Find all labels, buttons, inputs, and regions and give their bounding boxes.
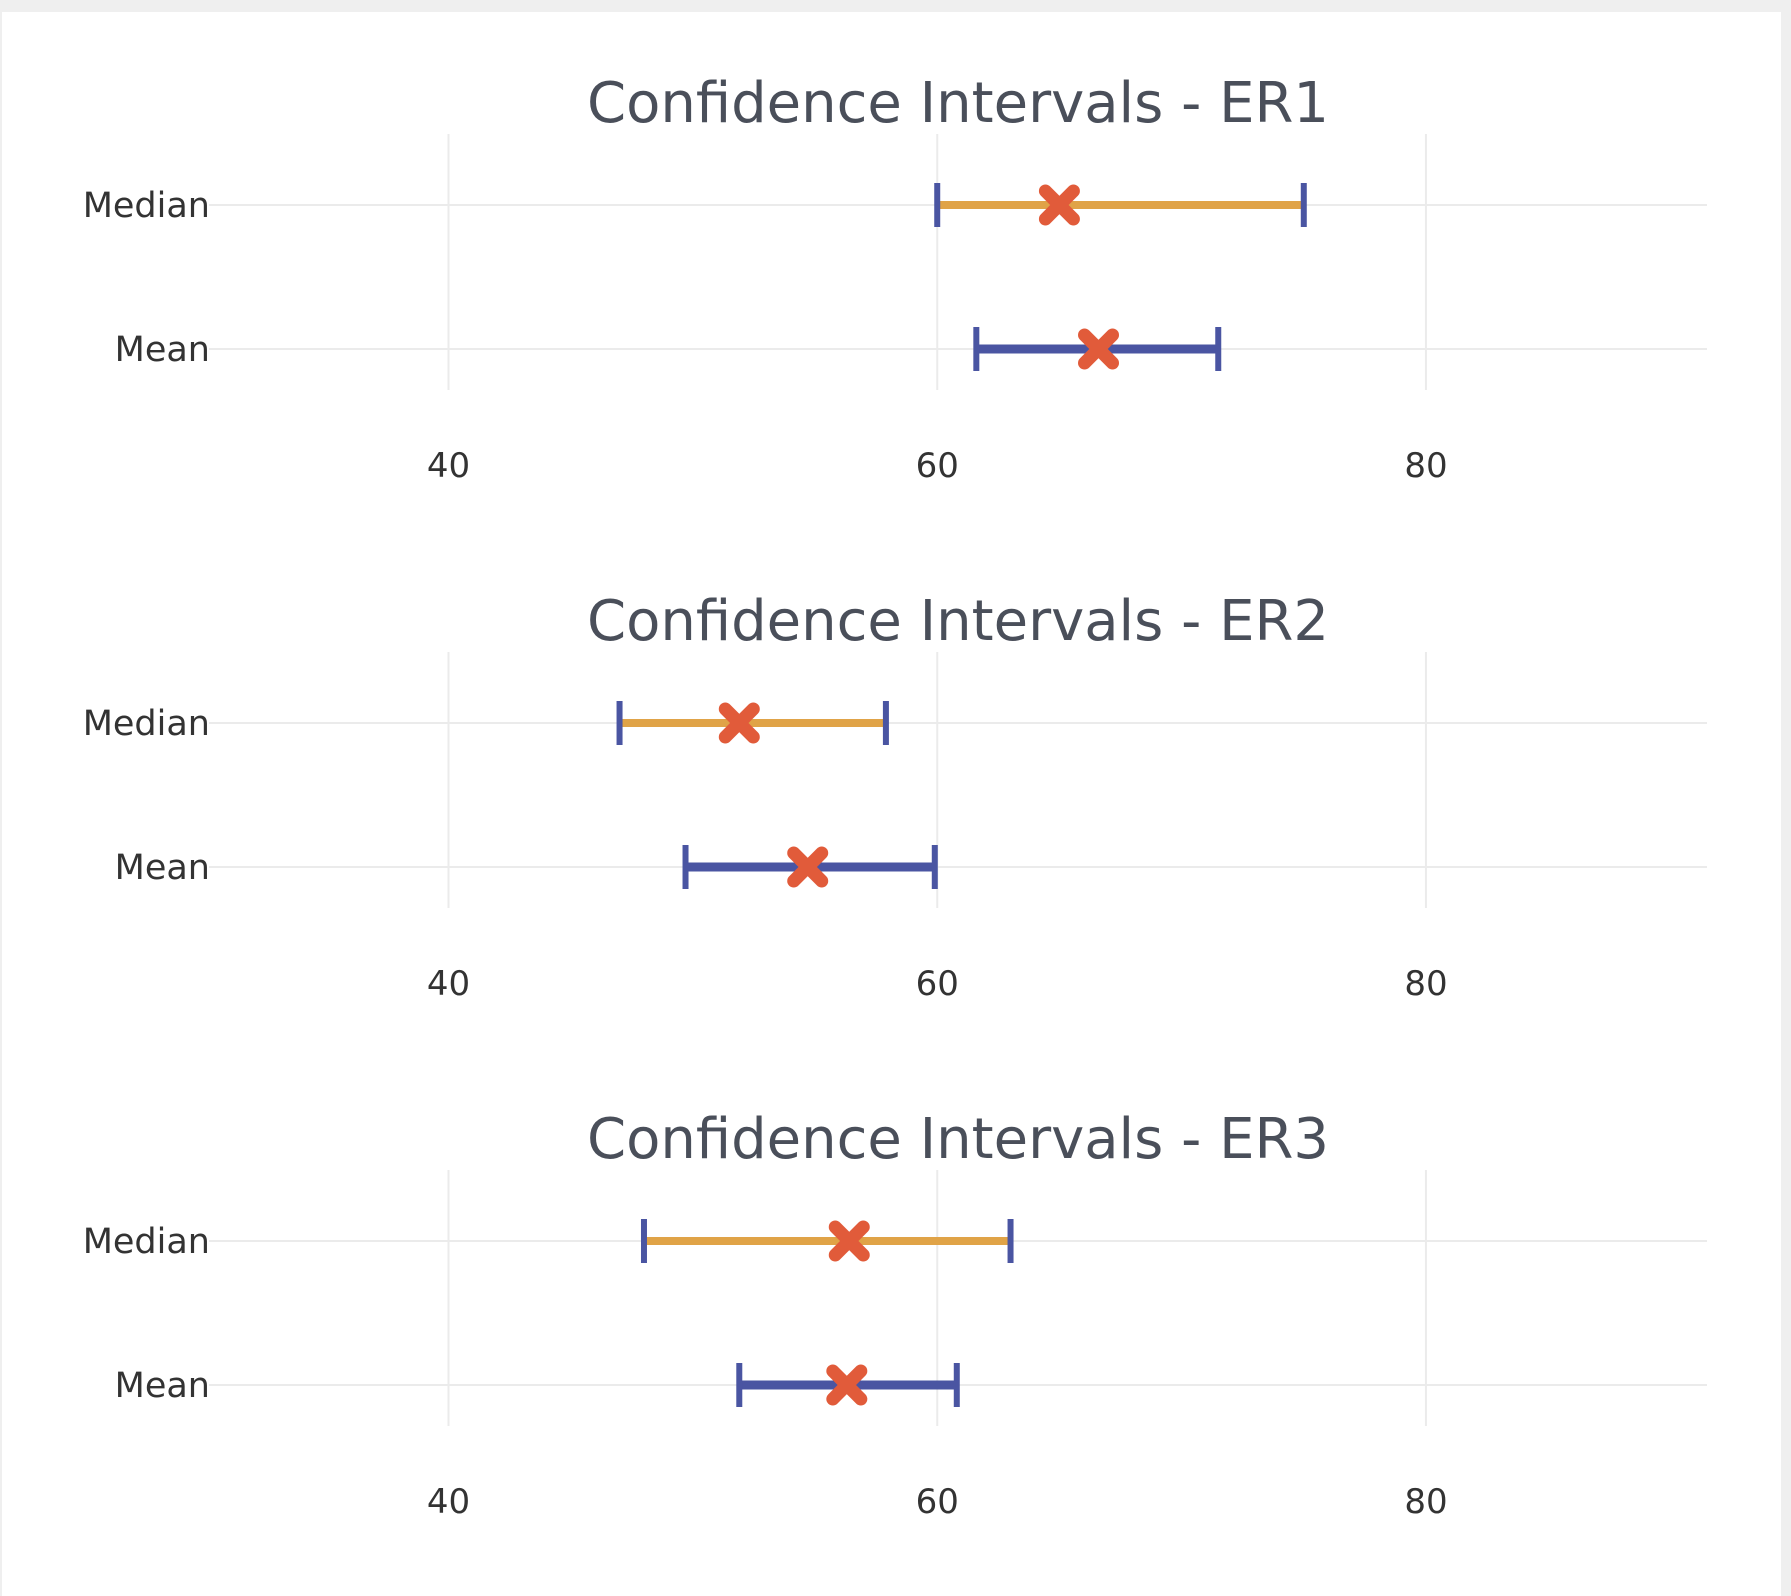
x-tick-label: 80 [1404,446,1447,486]
confidence-interval-charts: Confidence Intervals - ER1 40 60 80 Median Me… [83,71,1707,1522]
chart-title: Confidence Intervals - ER1 [587,71,1329,136]
category-label: Mean [115,848,210,888]
x-tick-label: 40 [427,446,470,486]
category-label: Mean [115,1366,210,1406]
estimate-marker [718,702,760,744]
x-tick-label: 60 [916,964,959,1004]
x-tick-label: 60 [916,1482,959,1522]
estimate-marker [1078,328,1120,370]
x-tick-label: 40 [427,964,470,1004]
x-tick-label: 40 [427,1482,470,1522]
category-label: Median [83,704,210,744]
category-label: Median [83,1222,210,1262]
x-tick-label: 80 [1404,964,1447,1004]
x-tick-label: 60 [916,446,959,486]
category-label: Mean [115,330,210,370]
chart-panel: Confidence Intervals - ER1 40 60 80 Median Me… [2,12,1781,1596]
chart-title: Confidence Intervals - ER3 [587,1107,1329,1172]
estimate-marker [828,1220,870,1262]
estimate-marker [826,1364,868,1406]
estimate-marker [1038,184,1080,226]
x-tick-label: 80 [1404,1482,1447,1522]
estimate-marker [787,846,829,888]
category-label: Median [83,186,210,226]
chart-title: Confidence Intervals - ER2 [587,589,1329,654]
